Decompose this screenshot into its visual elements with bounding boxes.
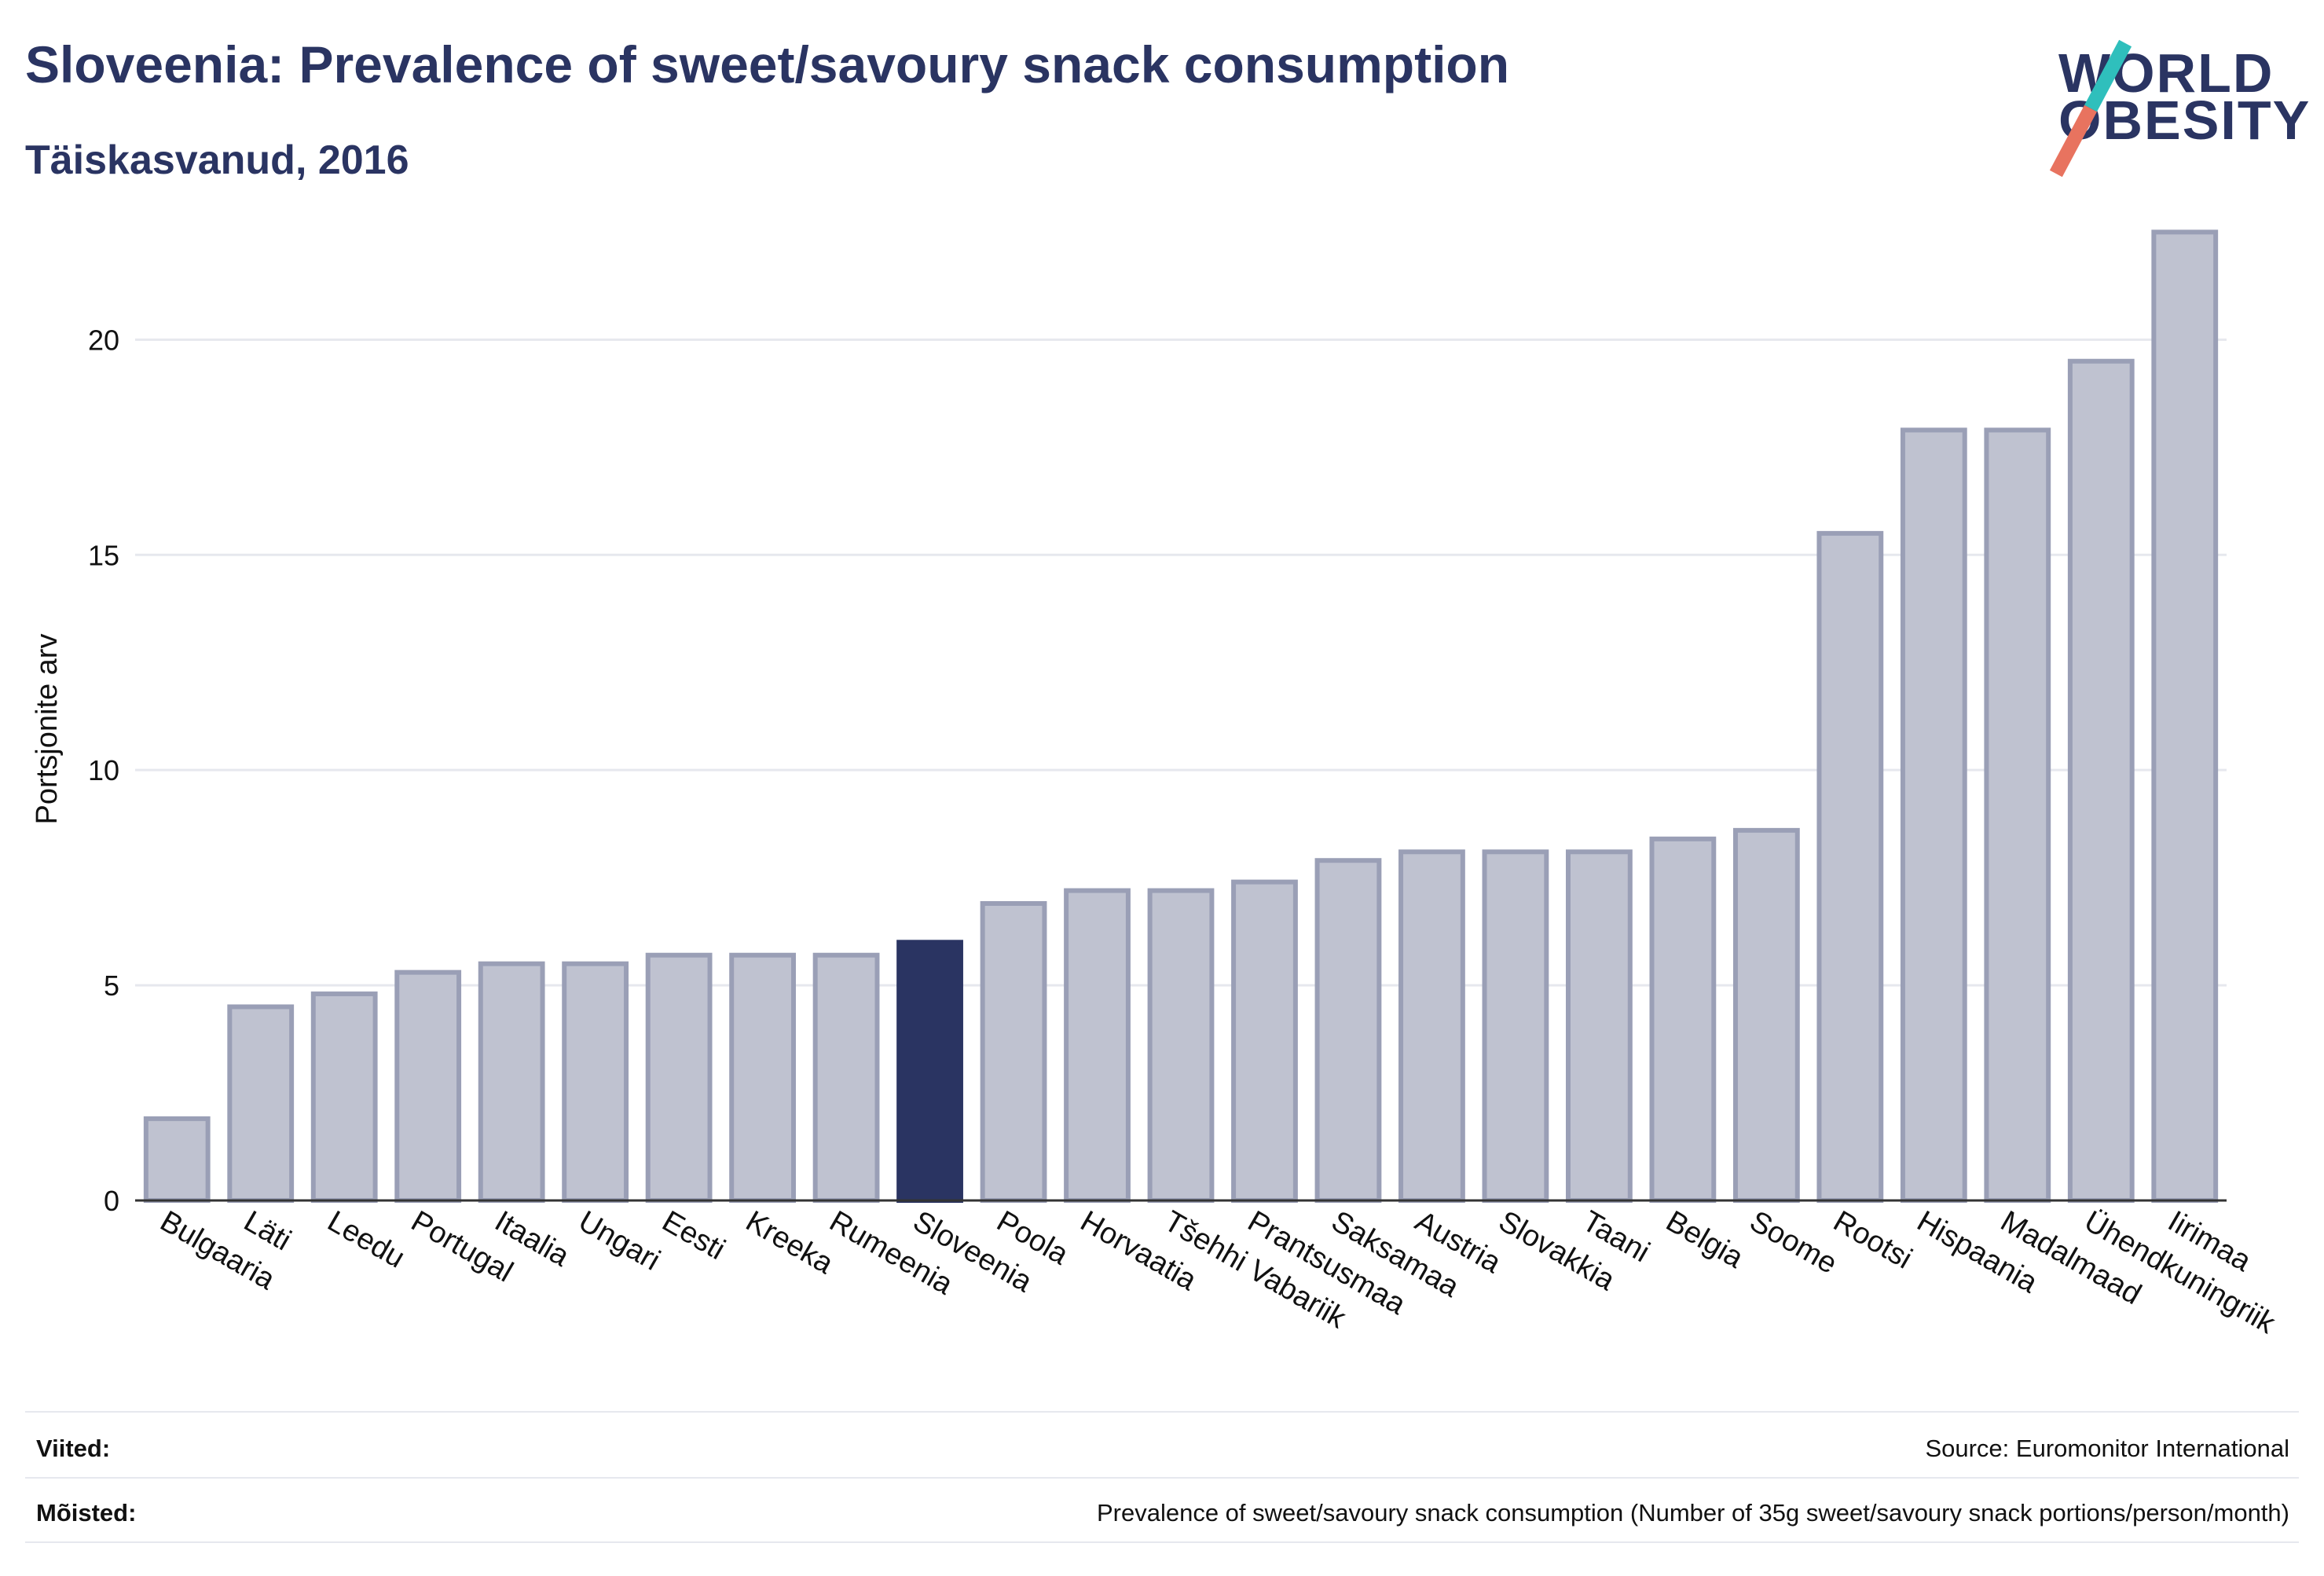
x-tick-label: Rootsi xyxy=(1827,1204,1917,1275)
x-tick-label: Ungari xyxy=(573,1204,665,1277)
bar-taani xyxy=(1566,849,1633,1203)
bar-horvaatia xyxy=(1064,888,1131,1203)
bar-soome xyxy=(1732,827,1800,1203)
bar-kreeka xyxy=(729,952,796,1203)
bar-tšehhi-vabariik xyxy=(1147,888,1215,1203)
bar-eesti xyxy=(645,952,713,1203)
y-tick-label: 15 xyxy=(88,539,119,571)
world-obesity-logo: WORLD OBESITY xyxy=(2049,39,2311,178)
x-tick-label: Belgia xyxy=(1660,1204,1749,1275)
bar-läti xyxy=(227,1004,295,1204)
definitions-value: Prevalence of sweet/savoury snack consum… xyxy=(1096,1499,2289,1527)
chart-title: Sloveenia: Prevalence of sweet/savoury s… xyxy=(25,35,1510,93)
bar-leedu xyxy=(310,991,378,1203)
bar-rumeenia xyxy=(812,952,880,1203)
x-tick-label: Soome xyxy=(1744,1204,1842,1281)
footer-divider xyxy=(25,1477,2299,1479)
bar-hispaania xyxy=(1900,427,1967,1203)
x-tick-label: Leedu xyxy=(322,1204,411,1274)
bar-poola xyxy=(980,901,1047,1203)
bar-saksamaa xyxy=(1314,858,1382,1204)
chart-subtitle: Täiskasvanud, 2016 xyxy=(25,137,409,183)
y-axis-label: Portsjonite arv xyxy=(31,634,64,825)
x-tick-label: Eesti xyxy=(657,1204,731,1266)
y-tick-label: 20 xyxy=(88,324,119,356)
bar-ühendkuningriik xyxy=(2067,358,2135,1203)
x-tick-label: Kreeka xyxy=(740,1204,839,1281)
references-value: Source: Euromonitor International xyxy=(1925,1435,2289,1462)
references-label: Viited: xyxy=(36,1435,111,1462)
bar-iirimaa xyxy=(2151,229,2219,1203)
bar-sloveenia xyxy=(896,940,963,1203)
footer-divider xyxy=(25,1411,2299,1413)
footer-divider xyxy=(25,1541,2299,1543)
bar-ungari xyxy=(562,961,629,1204)
bar-madalmaad xyxy=(1984,427,2051,1203)
bar-slovakkia xyxy=(1482,849,1549,1203)
bar-austria xyxy=(1398,849,1465,1203)
bar-rootsi xyxy=(1816,530,1884,1203)
y-tick-label: 5 xyxy=(104,969,119,1002)
y-tick-label: 0 xyxy=(104,1185,119,1217)
bar-prantsusmaa xyxy=(1231,879,1298,1203)
definitions-label: Mõisted: xyxy=(36,1499,137,1527)
bar-portugal xyxy=(394,969,462,1204)
y-tick-label: 10 xyxy=(88,754,119,786)
bar-belgia xyxy=(1649,836,1717,1203)
bar-bulgaaria xyxy=(143,1116,211,1204)
bar-itaalia xyxy=(478,961,545,1204)
